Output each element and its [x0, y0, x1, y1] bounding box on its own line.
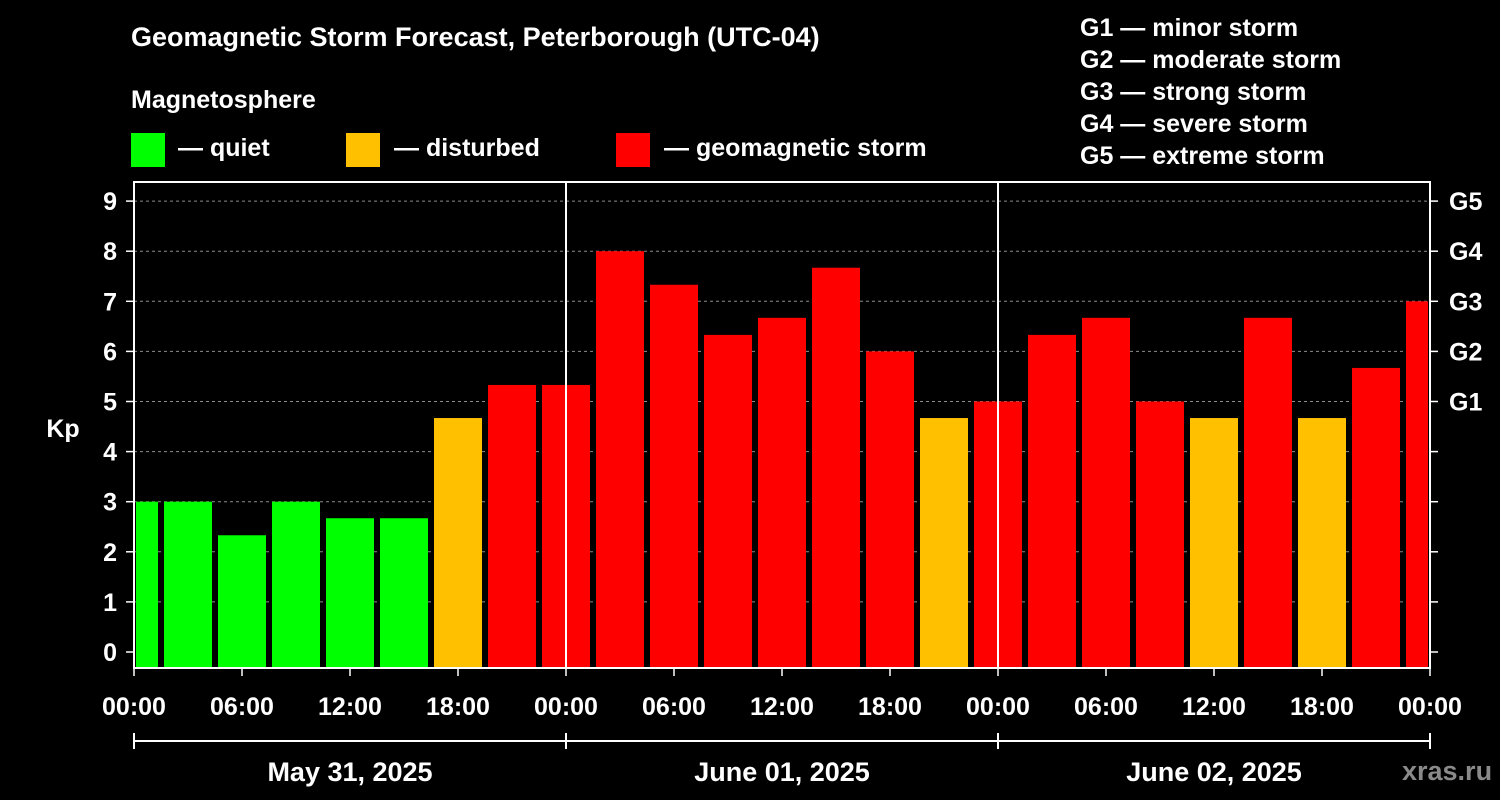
x-tick-label: 00:00 [1398, 693, 1462, 721]
y-tick-label: 7 [103, 288, 117, 316]
kp-bar [650, 284, 698, 668]
g-level-label: G1 [1449, 389, 1482, 417]
g-scale-g3: G3 — strong storm [1080, 78, 1307, 106]
y-tick-label: 3 [103, 489, 117, 517]
g-scale-g5: G5 — extreme storm [1080, 142, 1325, 170]
y-tick-label: 6 [103, 338, 117, 366]
y-tick-label: 1 [103, 589, 117, 617]
day-label: June 01, 2025 [694, 757, 870, 787]
y-tick-label: 0 [103, 639, 117, 667]
y-tick-label: 8 [103, 238, 117, 266]
x-tick-label: 18:00 [426, 693, 490, 721]
chart-title: Geomagnetic Storm Forecast, Peterborough… [131, 22, 820, 52]
kp-bar [758, 317, 806, 668]
y-tick-label: 9 [103, 188, 117, 216]
legend-label-disturbed: — disturbed [394, 134, 540, 162]
x-tick-label: 00:00 [534, 693, 598, 721]
legend-heading: Magnetosphere [131, 86, 316, 114]
kp-bar [1244, 317, 1292, 668]
x-tick-label: 18:00 [1290, 693, 1354, 721]
kp-bar [1190, 418, 1238, 668]
kp-bar [164, 501, 212, 668]
kp-bar [1352, 367, 1400, 668]
y-tick-label: 5 [103, 389, 117, 417]
day-label: June 02, 2025 [1126, 757, 1302, 787]
y-axis-label: Kp [46, 415, 79, 443]
kp-bar [920, 418, 968, 668]
kp-bar [1028, 334, 1076, 668]
kp-bar [326, 518, 374, 668]
legend-swatch-disturbed [346, 133, 380, 167]
kp-bar [812, 267, 860, 668]
g-level-label: G5 [1449, 188, 1482, 216]
kp-bar [272, 501, 320, 668]
legend-swatch-storm [616, 133, 650, 167]
legend-label-storm: — geomagnetic storm [664, 134, 927, 162]
x-tick-label: 12:00 [750, 693, 814, 721]
g-level-label: G3 [1449, 288, 1482, 316]
x-tick-label: 18:00 [858, 693, 922, 721]
kp-bar [218, 535, 266, 668]
legend-label-quiet: — quiet [178, 134, 270, 162]
g-level-label: G4 [1449, 238, 1482, 266]
y-tick-label: 2 [103, 539, 117, 567]
g-scale-g4: G4 — severe storm [1080, 110, 1308, 138]
kp-bar [1136, 401, 1184, 668]
x-tick-label: 06:00 [642, 693, 706, 721]
day-label: May 31, 2025 [267, 757, 432, 787]
x-tick-label: 12:00 [318, 693, 382, 721]
kp-bar [704, 334, 752, 668]
y-tick-label: 4 [103, 439, 117, 467]
x-tick-label: 06:00 [1074, 693, 1138, 721]
x-tick-label: 06:00 [210, 693, 274, 721]
legend-swatch-quiet [131, 133, 165, 167]
kp-bar [136, 501, 158, 668]
kp-bar [866, 351, 914, 668]
brand-watermark: xras.ru [1402, 756, 1493, 786]
x-tick-label: 00:00 [966, 693, 1030, 721]
g-scale-g1: G1 — minor storm [1080, 14, 1299, 42]
kp-bar [434, 418, 482, 668]
kp-bar [488, 384, 536, 668]
kp-bar [1082, 317, 1130, 668]
kp-bar [1406, 301, 1428, 668]
kp-bar [380, 518, 428, 668]
x-tick-label: 00:00 [102, 693, 166, 721]
kp-bar [596, 251, 644, 668]
kp-bar [1298, 418, 1346, 668]
g-level-label: G2 [1449, 338, 1482, 366]
g-scale-g2: G2 — moderate storm [1080, 46, 1342, 74]
x-tick-label: 12:00 [1182, 693, 1246, 721]
